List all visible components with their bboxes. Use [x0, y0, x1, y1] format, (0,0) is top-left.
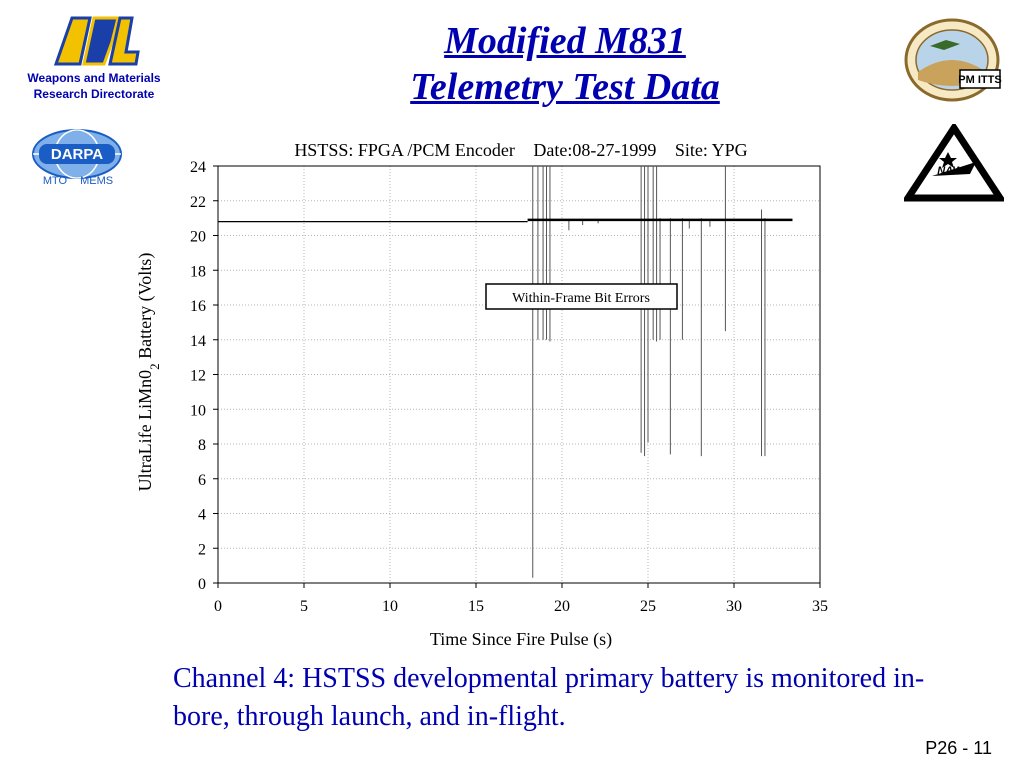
x-tick-label: 35 — [812, 598, 828, 615]
x-tick-label: 20 — [554, 598, 570, 615]
darpa-subtitle: MTO MEMS — [42, 175, 114, 187]
nawc-logo-icon: NAWC — [904, 124, 1004, 204]
page-number: P26 - 11 — [925, 738, 992, 758]
y-tick-label: 16 — [190, 298, 206, 315]
y-tick-label: 8 — [198, 437, 206, 454]
bit-error-annotation: Within-Frame Bit Errors — [512, 291, 650, 306]
y-tick-label: 2 — [198, 541, 206, 558]
y-tick-label: 10 — [190, 402, 206, 419]
bit-error-annotation-box — [485, 283, 678, 310]
x-tick-label: 30 — [726, 598, 742, 615]
x-tick-labels: 0 5 10 15 20 25 30 35 — [214, 583, 828, 615]
arl-caption-line-1: Weapons and Materials — [27, 71, 161, 85]
chart-header-part-2: Date:08-27-1999 — [533, 140, 656, 160]
title-line-2: Telemetry Test Data — [410, 66, 720, 108]
arl-logo — [53, 16, 140, 66]
y-tick-label: 14 — [190, 333, 206, 350]
x-axis-label: Time Since Fire Pulse (s) — [430, 629, 612, 650]
y-axis-label-subscript: 2 — [147, 363, 162, 370]
pm-itts-seal-icon: PM ITTS — [904, 18, 1002, 102]
pm-seal-text: PM ITTS — [958, 74, 1001, 86]
voltage-series — [218, 166, 793, 578]
x-tick-label: 15 — [468, 598, 484, 615]
chart-header-part-1: HSTSS: FPGA /PCM Encoder — [294, 140, 515, 160]
y-tick-label: 4 — [198, 507, 206, 524]
y-axis-label-tail: Battery (Volts) — [135, 253, 156, 364]
y-tick-label: 0 — [198, 576, 206, 593]
darpa-globe-icon: DARPA — [32, 129, 122, 179]
arl-caption: Weapons and Materials Research Directora… — [5, 70, 183, 102]
nawc-text: NAWC — [937, 165, 972, 177]
x-tick-label: 25 — [640, 598, 656, 615]
y-axis-label: UltraLife LiMn02 Battery (Volts) — [135, 253, 162, 492]
arl-caption-line-2: Research Directorate — [33, 87, 155, 101]
darpa-logo-text: DARPA — [51, 146, 103, 163]
y-tick-label: 12 — [190, 368, 206, 385]
y-tick-label: 18 — [190, 263, 206, 280]
y-tick-label: 6 — [198, 472, 206, 489]
y-axis-label-main: UltraLife LiMn0 — [135, 370, 155, 491]
slide-title: Modified M831 Telemetry Test Data — [300, 18, 830, 110]
x-tick-label: 0 — [214, 598, 222, 615]
slide-caption: Channel 4: HSTSS developmental primary b… — [173, 663, 925, 732]
chart-grid — [217, 165, 821, 584]
chart-header: HSTSS: FPGA /PCM Encoder Date:08-27-1999… — [294, 140, 747, 160]
title-line-1: Modified M831 — [444, 20, 686, 62]
x-tick-label: 10 — [382, 598, 398, 615]
y-tick-label: 22 — [190, 194, 206, 211]
chart-header-part-3: Site: YPG — [675, 140, 748, 160]
y-tick-label: 20 — [190, 229, 206, 246]
y-tick-label: 24 — [190, 159, 206, 176]
x-tick-label: 5 — [300, 598, 308, 615]
